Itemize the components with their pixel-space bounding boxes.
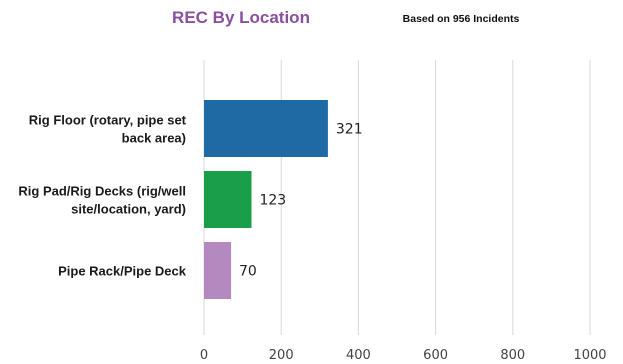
bars: 321 123 70 [204,100,363,299]
x-tick-label: 200 [269,348,294,363]
x-tick-label: 0 [200,348,208,363]
x-tick-label: 400 [346,348,371,363]
category-label: Pipe Rack/Pipe Deck [58,264,187,279]
category-label: Rig Floor (rotary, pipe set [29,113,187,128]
bar [204,171,252,228]
data-label: 70 [239,264,257,280]
category-label: back area) [122,131,186,146]
bar [204,242,232,299]
x-tick-label: 800 [500,348,525,363]
data-label: 123 [259,193,286,209]
category-label: site/location, yard) [71,202,186,217]
data-label: 321 [336,122,363,138]
chart-subtitle: Based on 956 Incidents [403,13,520,25]
category-label: Rig Pad/Rig Decks (rig/well [18,184,186,199]
chart-title: REC By Location [172,8,310,27]
x-tick-labels: 0 200 400 600 800 1000 [200,348,607,363]
category-labels: Rig Floor (rotary, pipe set back area) Rig… [18,113,186,279]
bar [204,100,328,157]
x-tick-label: 600 [423,348,448,363]
x-tick-label: 1000 [573,348,606,363]
